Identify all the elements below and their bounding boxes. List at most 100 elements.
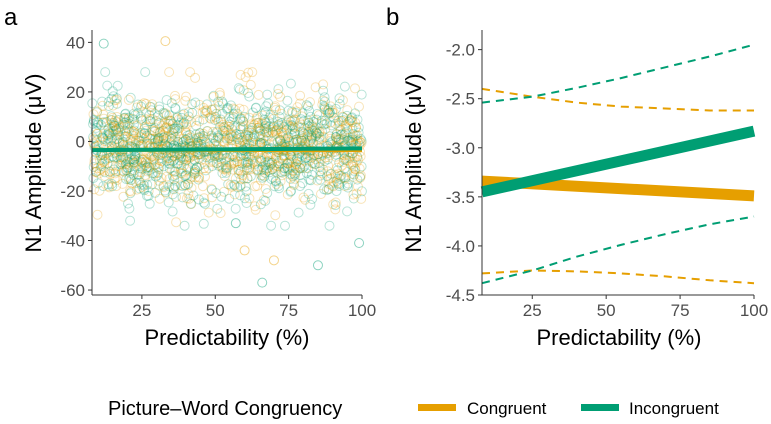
point-congruent [89, 154, 100, 165]
point-incongruent [285, 173, 296, 184]
point-incongruent [173, 158, 184, 169]
point-congruent [184, 193, 195, 204]
point-incongruent [209, 114, 220, 125]
point-incongruent [256, 170, 267, 181]
point-incongruent [339, 81, 350, 92]
point-congruent [128, 130, 139, 141]
point-congruent [108, 125, 119, 136]
point-incongruent [120, 112, 131, 123]
point-incongruent [306, 130, 317, 141]
point-incongruent [273, 122, 284, 133]
point-incongruent [141, 120, 152, 131]
fit-line-incongruent [480, 125, 756, 198]
point-congruent [317, 168, 327, 179]
point-congruent [120, 156, 131, 167]
point-congruent [292, 136, 303, 147]
point-incongruent [114, 137, 125, 148]
point-incongruent [246, 154, 257, 165]
point-incongruent [153, 168, 164, 178]
point-congruent [220, 123, 231, 134]
point-congruent [252, 165, 263, 176]
panel-a-y-tick-label: -20 [60, 182, 85, 201]
point-incongruent [348, 136, 359, 147]
point-incongruent [193, 174, 204, 185]
point-congruent [288, 165, 299, 176]
point-incongruent [170, 123, 181, 134]
point-incongruent [319, 119, 330, 130]
point-congruent [114, 134, 125, 145]
point-incongruent [108, 120, 119, 131]
point-incongruent [145, 101, 156, 112]
point-incongruent [241, 162, 252, 173]
point-congruent [164, 115, 175, 126]
point-congruent [199, 131, 210, 142]
point-congruent [105, 115, 116, 126]
point-congruent [332, 162, 343, 173]
point-congruent [272, 88, 283, 99]
point-incongruent [106, 115, 117, 125]
point-congruent [135, 132, 146, 143]
point-incongruent [232, 182, 243, 193]
point-congruent [103, 181, 114, 192]
point-incongruent [200, 165, 211, 176]
point-congruent [119, 131, 130, 142]
point-congruent [225, 132, 235, 143]
point-congruent [142, 137, 153, 148]
point-incongruent [231, 129, 242, 139]
point-incongruent [194, 153, 205, 164]
point-incongruent [189, 166, 200, 177]
point-congruent [139, 172, 150, 183]
point-congruent [160, 117, 171, 128]
point-incongruent [260, 195, 271, 206]
point-congruent [340, 173, 351, 184]
point-congruent [111, 94, 122, 105]
point-congruent [198, 128, 209, 139]
point-congruent [331, 133, 342, 144]
point-congruent [298, 133, 309, 143]
point-congruent [133, 175, 144, 186]
point-congruent [218, 136, 229, 147]
point-congruent [244, 152, 255, 163]
point-congruent [181, 114, 192, 125]
point-incongruent [272, 136, 283, 147]
point-incongruent [164, 159, 175, 170]
point-incongruent [267, 172, 278, 183]
point-incongruent [235, 121, 246, 132]
point-incongruent [121, 165, 132, 176]
point-incongruent [88, 119, 98, 129]
point-congruent [153, 162, 163, 173]
point-congruent [288, 122, 299, 132]
point-congruent [218, 122, 229, 133]
point-congruent [271, 105, 281, 115]
point-incongruent [239, 193, 250, 204]
point-incongruent [331, 132, 341, 142]
point-incongruent [154, 104, 165, 115]
point-incongruent [290, 108, 301, 118]
point-incongruent [125, 154, 136, 165]
point-congruent [229, 104, 240, 115]
point-incongruent [177, 137, 188, 148]
point-incongruent [337, 129, 347, 140]
point-congruent [302, 136, 313, 146]
point-congruent [109, 173, 120, 184]
point-incongruent [137, 154, 148, 165]
point-congruent [163, 153, 174, 164]
point-congruent [328, 107, 339, 118]
point-incongruent [164, 181, 175, 192]
point-incongruent [338, 115, 349, 126]
point-incongruent [273, 181, 284, 192]
point-incongruent [169, 125, 180, 136]
point-incongruent [352, 152, 363, 163]
point-incongruent [147, 179, 157, 190]
panel-a-y-title: N1 Amplitude (μV) [21, 74, 46, 253]
point-congruent [323, 160, 334, 171]
point-congruent [100, 155, 110, 166]
point-incongruent [120, 126, 131, 137]
point-incongruent [263, 98, 274, 109]
point-congruent [316, 189, 326, 199]
point-congruent [118, 191, 129, 202]
point-incongruent [282, 158, 293, 169]
point-incongruent [235, 114, 245, 125]
point-congruent [194, 99, 205, 110]
point-incongruent [228, 109, 239, 120]
